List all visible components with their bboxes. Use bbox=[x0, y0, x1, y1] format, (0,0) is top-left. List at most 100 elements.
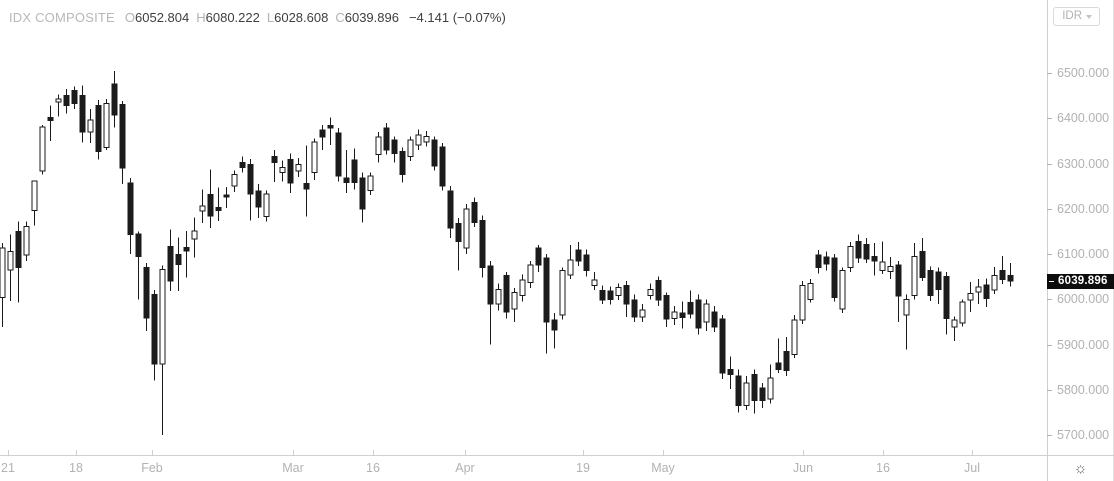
currency-selector-button[interactable]: IDR bbox=[1053, 7, 1100, 26]
candle bbox=[839, 267, 846, 313]
candle bbox=[79, 85, 86, 143]
candle bbox=[903, 294, 910, 350]
candle bbox=[719, 315, 726, 379]
candle bbox=[143, 263, 150, 331]
candle bbox=[615, 283, 622, 301]
svg-text:6400.000: 6400.000 bbox=[1057, 111, 1109, 125]
candle bbox=[231, 170, 238, 193]
candle bbox=[495, 283, 502, 311]
candle bbox=[463, 204, 470, 254]
candle bbox=[151, 290, 158, 381]
legend-bar[interactable]: IDX COMPOSITE O6052.804 H6080.222 L6028.… bbox=[9, 10, 506, 25]
candle bbox=[879, 241, 886, 274]
candle bbox=[175, 237, 182, 292]
candle bbox=[703, 299, 710, 331]
candle bbox=[111, 71, 118, 128]
price-axis[interactable]: 6500.000 6400.000 6300.000 6200.000 6100.000… bbox=[1047, 66, 1109, 442]
candle bbox=[247, 158, 254, 221]
candle bbox=[215, 187, 222, 221]
candle bbox=[0, 243, 6, 327]
candle bbox=[15, 221, 22, 303]
candle bbox=[695, 294, 702, 335]
candle bbox=[327, 117, 334, 145]
candle bbox=[631, 294, 638, 322]
candle bbox=[775, 338, 782, 374]
chevron-down-icon bbox=[1086, 14, 1092, 19]
svg-text:21: 21 bbox=[1, 461, 15, 475]
candle bbox=[663, 292, 670, 327]
candle bbox=[303, 145, 310, 217]
svg-text:Jun: Jun bbox=[793, 461, 813, 475]
candle bbox=[799, 281, 806, 325]
candle bbox=[399, 147, 406, 183]
candle bbox=[623, 281, 630, 317]
candle bbox=[943, 272, 950, 335]
candle bbox=[207, 169, 214, 228]
candle bbox=[7, 234, 14, 302]
candle bbox=[479, 215, 486, 278]
candle bbox=[823, 251, 830, 271]
low-value: L6028.608 bbox=[266, 10, 329, 25]
axis-settings-button[interactable]: ☼ bbox=[1047, 456, 1114, 481]
candle bbox=[759, 382, 766, 408]
candle bbox=[687, 290, 694, 319]
candle bbox=[367, 172, 374, 196]
candle bbox=[39, 125, 46, 175]
svg-text:18: 18 bbox=[69, 461, 83, 475]
change-value: −4.141 (−0.07%) bbox=[408, 10, 506, 25]
candle bbox=[527, 260, 534, 288]
candle bbox=[255, 183, 262, 218]
candle bbox=[87, 109, 94, 144]
svg-text:5700.000: 5700.000 bbox=[1057, 428, 1109, 442]
candle bbox=[263, 190, 270, 222]
candle bbox=[183, 230, 190, 278]
candle bbox=[119, 101, 126, 184]
candle bbox=[647, 283, 654, 300]
time-axis[interactable]: 21 18 Feb Mar 16 Apr 19 May Jun 16 Jul bbox=[1, 450, 980, 475]
candles-layer[interactable] bbox=[0, 71, 1014, 435]
svg-text:May: May bbox=[651, 461, 675, 475]
candle bbox=[919, 238, 926, 282]
candle bbox=[359, 172, 366, 223]
candle bbox=[567, 244, 574, 279]
candle bbox=[535, 244, 542, 273]
candle bbox=[671, 306, 678, 326]
currency-label: IDR bbox=[1062, 10, 1082, 22]
candle bbox=[95, 100, 102, 160]
candle bbox=[727, 356, 734, 389]
candle bbox=[167, 229, 174, 292]
candle bbox=[679, 301, 686, 329]
candle bbox=[783, 336, 790, 377]
candle bbox=[743, 376, 750, 411]
candle bbox=[31, 180, 38, 226]
candle bbox=[471, 197, 478, 227]
candle bbox=[991, 267, 998, 294]
candle bbox=[887, 257, 894, 279]
candle bbox=[1007, 262, 1014, 287]
candle bbox=[23, 221, 30, 261]
candle bbox=[519, 274, 526, 302]
candle bbox=[711, 306, 718, 332]
candle bbox=[279, 160, 286, 182]
svg-text:16: 16 bbox=[876, 461, 890, 475]
svg-text:Jul: Jul bbox=[964, 461, 980, 475]
candle bbox=[375, 131, 382, 163]
svg-text:Apr: Apr bbox=[455, 461, 474, 475]
candle bbox=[559, 267, 566, 320]
candle bbox=[295, 158, 302, 178]
candle bbox=[807, 278, 814, 303]
candle bbox=[407, 136, 414, 162]
candle bbox=[815, 249, 822, 274]
candle bbox=[503, 272, 510, 319]
svg-text:6500.000: 6500.000 bbox=[1057, 66, 1109, 80]
candle bbox=[791, 315, 798, 359]
candle bbox=[735, 369, 742, 413]
svg-text:5900.000: 5900.000 bbox=[1057, 338, 1109, 352]
candle bbox=[767, 364, 774, 404]
candle bbox=[639, 303, 646, 322]
candle bbox=[55, 94, 62, 117]
candle bbox=[911, 243, 918, 300]
candle bbox=[983, 278, 990, 307]
